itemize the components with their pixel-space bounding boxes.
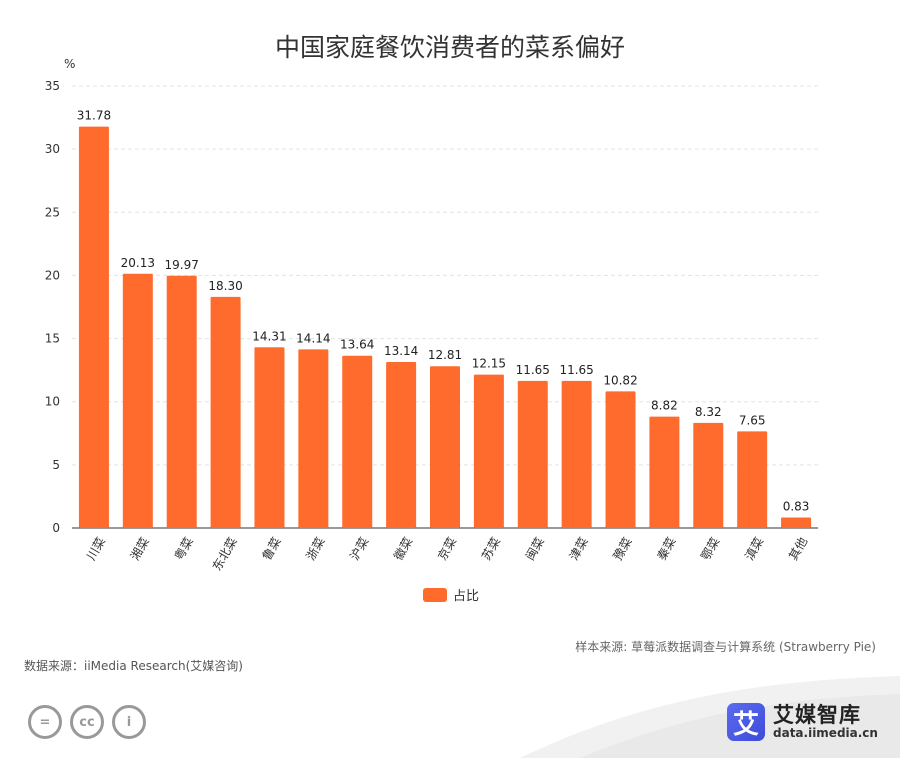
x-tick-label: 苏菜 bbox=[479, 535, 503, 563]
x-tick-label: 其他 bbox=[786, 535, 810, 563]
bar-chart: % 0 5 10 15 20 25 30 35 31.78 川菜 20.13 湘菜 19.97 粤菜 18.3… bbox=[45, 57, 818, 573]
bar-value-label: 31.78 bbox=[77, 109, 111, 123]
bar-鲁菜 bbox=[254, 347, 285, 528]
x-tick-label: 徽菜 bbox=[390, 534, 415, 562]
bar-value-label: 7.65 bbox=[739, 413, 766, 427]
brand-block[interactable]: 艾 艾媒智库 data.iimedia.cn bbox=[727, 703, 878, 741]
bar-value-label: 8.32 bbox=[695, 405, 722, 419]
x-tick-label: 滇菜 bbox=[742, 535, 766, 563]
y-axis-unit-label: % bbox=[64, 57, 75, 71]
x-tick-label: 粤菜 bbox=[171, 534, 196, 562]
y-tick-label: 5 bbox=[52, 458, 60, 472]
bar-value-label: 11.65 bbox=[559, 363, 593, 377]
bar-value-label: 8.82 bbox=[651, 399, 678, 413]
data-source-note: 数据来源：iiMedia Research(艾媒咨询) bbox=[24, 659, 243, 673]
bar-鄂菜 bbox=[693, 422, 724, 528]
chart-title: 中国家庭餐饮消费者的菜系偏好 bbox=[274, 33, 625, 62]
cc-by-icon: i bbox=[112, 705, 146, 739]
bar-value-label: 10.82 bbox=[603, 373, 637, 387]
bar-value-label: 20.13 bbox=[121, 256, 155, 270]
cc-nd-icon: = bbox=[28, 705, 62, 739]
bar-闽菜 bbox=[517, 380, 548, 528]
legend-swatch bbox=[423, 587, 447, 602]
license-icons: = cc i bbox=[28, 705, 146, 739]
bar-苏菜 bbox=[473, 374, 504, 528]
bar-value-label: 11.65 bbox=[516, 363, 550, 377]
bar-浙菜 bbox=[298, 349, 329, 528]
bar-湘菜 bbox=[122, 273, 153, 528]
x-tick-label: 津菜 bbox=[567, 535, 591, 563]
bar-其他 bbox=[781, 517, 812, 528]
y-tick-label: 35 bbox=[45, 79, 60, 93]
bar-value-label: 14.31 bbox=[252, 329, 286, 343]
sample-source-note: 样本来源: 草莓派数据调查与计算系统 (Strawberry Pie) bbox=[575, 640, 876, 654]
bar-沪菜 bbox=[342, 355, 373, 528]
y-tick-label: 10 bbox=[45, 395, 60, 409]
x-tick-label: 湘菜 bbox=[127, 534, 152, 562]
bar-津菜 bbox=[561, 380, 592, 528]
bar-value-label: 12.15 bbox=[472, 357, 506, 371]
y-tick-label: 20 bbox=[45, 268, 60, 282]
bar-东北菜 bbox=[210, 296, 241, 528]
bar-滇菜 bbox=[737, 431, 768, 528]
brand-name: 艾媒智库 bbox=[773, 702, 861, 727]
bar-粤菜 bbox=[166, 275, 197, 528]
x-tick-label: 鲁菜 bbox=[260, 535, 284, 563]
bar-value-label: 18.30 bbox=[208, 279, 242, 293]
bar-京菜 bbox=[430, 366, 460, 528]
x-tick-label: 鄂菜 bbox=[698, 535, 722, 563]
x-tick-label: 京菜 bbox=[435, 535, 459, 563]
y-tick-label: 30 bbox=[45, 142, 60, 156]
bar-川菜 bbox=[78, 126, 109, 528]
bar-秦菜 bbox=[649, 416, 680, 528]
x-tick-label: 东北菜 bbox=[210, 535, 240, 573]
x-tick-label: 川菜 bbox=[84, 535, 108, 563]
y-tick-label: 0 bbox=[52, 521, 60, 535]
bar-豫菜 bbox=[605, 391, 636, 528]
bar-value-label: 13.14 bbox=[384, 344, 418, 358]
brand-logo-icon: 艾 bbox=[727, 703, 765, 741]
bar-value-label: 13.64 bbox=[340, 338, 374, 352]
y-tick-label: 15 bbox=[45, 332, 60, 346]
legend[interactable]: 占比 bbox=[423, 585, 479, 604]
bar-value-label: 0.83 bbox=[783, 500, 810, 514]
bar-value-label: 14.14 bbox=[296, 331, 330, 345]
x-tick-label: 沪菜 bbox=[347, 535, 371, 563]
x-tick-label: 豫菜 bbox=[611, 535, 635, 563]
x-tick-label: 浙菜 bbox=[303, 535, 327, 563]
x-tick-label: 秦菜 bbox=[654, 535, 678, 563]
bar-value-label: 19.97 bbox=[165, 258, 199, 272]
brand-url: data.iimedia.cn bbox=[773, 725, 878, 740]
bar-value-label: 12.81 bbox=[428, 348, 462, 362]
bar-徽菜 bbox=[386, 362, 417, 528]
cc-icon: cc bbox=[70, 705, 104, 739]
y-tick-label: 25 bbox=[45, 205, 60, 219]
x-tick-label: 闽菜 bbox=[523, 535, 547, 563]
legend-label: 占比 bbox=[453, 589, 480, 604]
